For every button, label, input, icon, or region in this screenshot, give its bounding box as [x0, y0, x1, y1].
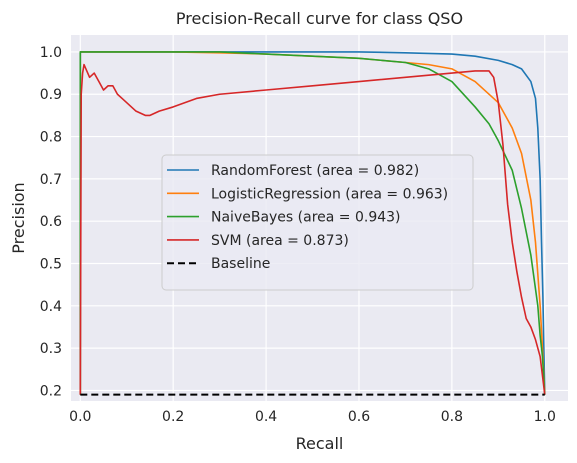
y-axis: 0.2 0.3 0.4 0.5 0.6 0.7 0.8 0.9 1.0 [40, 45, 62, 399]
x-tick-label: 0.0 [69, 409, 91, 425]
y-tick-label: 0.5 [40, 256, 62, 272]
legend: RandomForest (area = 0.982) LogisticRegre… [161, 154, 474, 291]
x-tick-label: 0.4 [255, 409, 277, 425]
x-tick-label: 0.6 [348, 409, 370, 425]
y-tick-label: 0.4 [40, 299, 62, 315]
x-tick-label: 0.2 [162, 409, 184, 425]
legend-label-3: SVM (area = 0.873) [211, 233, 349, 249]
legend-label-0: RandomForest (area = 0.982) [211, 163, 419, 179]
y-tick-label: 0.2 [40, 383, 62, 399]
y-tick-label: 1.0 [40, 45, 62, 61]
y-tick-label: 0.9 [40, 87, 62, 103]
y-tick-label: 0.6 [40, 214, 62, 230]
series-line-3 [79, 63, 546, 395]
series-layer [79, 51, 546, 396]
x-tick-label: 0.8 [441, 409, 463, 425]
x-axis-title: Recall [296, 434, 344, 453]
x-tick-label: 1.0 [534, 409, 556, 425]
y-tick-label: 0.8 [40, 130, 62, 146]
series-line-2 [79, 51, 546, 395]
legend-label-1: LogisticRegression (area = 0.963) [211, 186, 448, 202]
legend-label-4: Baseline [211, 256, 270, 272]
legend-box [161, 154, 474, 291]
y-tick-label: 0.3 [40, 341, 62, 357]
y-axis-title: Precision [9, 182, 28, 253]
y-tick-label: 0.7 [40, 172, 62, 188]
x-axis: 0.0 0.2 0.4 0.6 0.8 1.0 [69, 409, 556, 425]
chart-title: Precision-Recall curve for class QSO [176, 9, 463, 28]
legend-label-2: NaiveBayes (area = 0.943) [211, 210, 401, 226]
